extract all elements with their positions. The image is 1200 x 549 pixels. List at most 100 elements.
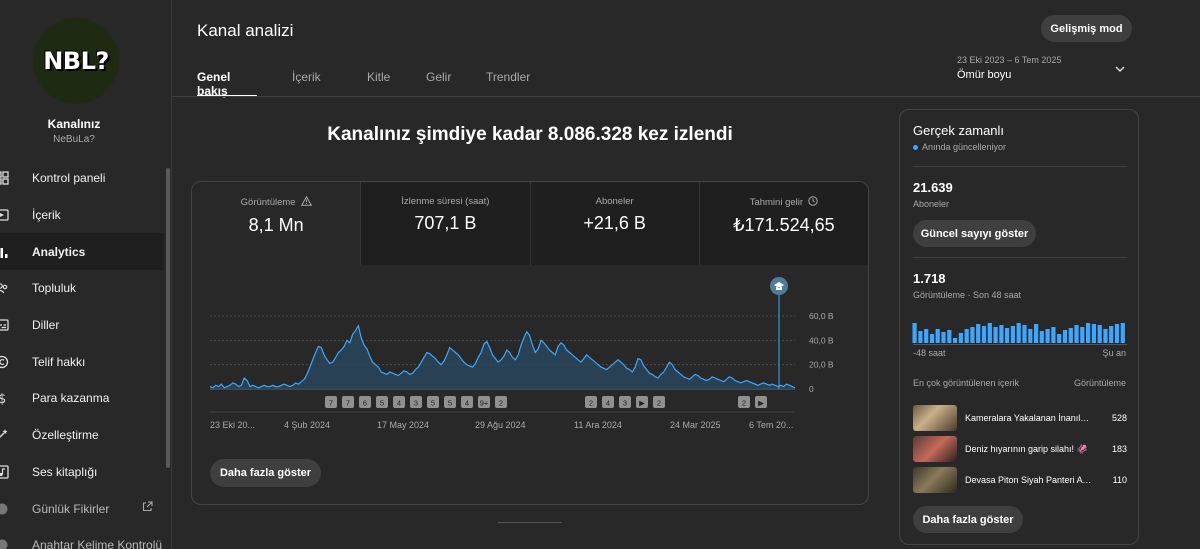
realtime-bar[interactable] (1097, 325, 1102, 343)
realtime-bar[interactable] (1045, 329, 1050, 343)
realtime-bar[interactable] (1016, 323, 1021, 343)
video-thumbnail[interactable] (913, 436, 957, 462)
realtime-bar[interactable] (970, 327, 975, 343)
metric-tab-2[interactable]: Aboneler +21,6 B (529, 182, 699, 265)
realtime-bar[interactable] (935, 329, 940, 343)
realtime-bar[interactable] (1028, 329, 1033, 343)
date-range-label[interactable]: Ömür boyu (957, 69, 1012, 81)
show-live-count-button[interactable]: Güncel sayıyı göster (913, 220, 1036, 247)
video-marker[interactable] (376, 396, 388, 408)
realtime-bar[interactable] (929, 334, 935, 343)
realtime-bar[interactable] (941, 332, 946, 343)
metric-tab-1[interactable]: İzlenme süresi (saat) 707,1 B (360, 182, 530, 265)
views-chart[interactable]: 60,0 B 40,0 B 20,0 B 0 7 7 6 5 4 3 5 5 4 9+ 2 2 4 3 ▶ 2 2 ▶ 23… (192, 265, 869, 451)
realtime-bar[interactable] (987, 323, 992, 343)
sidebar-item-audio-library[interactable]: Ses kitaplığı (0, 454, 164, 491)
chevron-down-icon[interactable] (1113, 62, 1127, 76)
sidebar-scrollbar[interactable] (166, 168, 170, 468)
realtime-bar[interactable] (1120, 323, 1125, 343)
sidebar-item-keyword[interactable]: Anahtar Kelime Kontrolü (0, 527, 164, 549)
video-marker[interactable] (619, 396, 631, 408)
tab-2[interactable]: Kitle (367, 70, 391, 84)
clock-icon[interactable] (808, 196, 818, 209)
realtime-bar[interactable] (1086, 323, 1091, 343)
realtime-bar[interactable] (981, 326, 987, 343)
video-marker[interactable] (359, 396, 371, 408)
video-marker[interactable] (444, 396, 456, 408)
video-title[interactable]: Kameralara Yakalanan İnanılmaz Anlar (965, 413, 1095, 423)
video-marker[interactable] (755, 396, 767, 408)
top-content-item[interactable]: Devasa Piton Siyah Panteri Avlıyor 110 (913, 467, 1127, 493)
sidebar-item-analytics[interactable]: Analytics (0, 233, 164, 271)
realtime-bar[interactable] (1062, 330, 1068, 343)
bar-axis (913, 344, 1127, 345)
realtime-bar[interactable] (1005, 328, 1010, 343)
sidebar-item-copyright[interactable]: Telif hakkı (0, 343, 164, 380)
realtime-bar[interactable] (1034, 324, 1039, 343)
top-content-item[interactable]: Kameralara Yakalanan İnanılmaz Anlar 528 (913, 405, 1127, 431)
realtime-show-more-button[interactable]: Daha fazla göster (913, 506, 1023, 533)
channel-avatar[interactable]: NBL? (33, 18, 119, 104)
sidebar-item-dashboard[interactable]: Kontrol paneli (0, 160, 164, 197)
realtime-bar[interactable] (1074, 325, 1079, 343)
video-marker[interactable] (461, 396, 473, 408)
channel-name[interactable]: Kanalınız (47, 117, 101, 131)
video-marker[interactable] (478, 396, 490, 408)
realtime-bar[interactable] (976, 324, 981, 343)
realtime-bar[interactable] (1091, 324, 1096, 343)
sidebar-item-dollar[interactable]: $ Para kazanma (0, 380, 164, 417)
views-line (209, 324, 796, 389)
top-content-item[interactable]: Deniz hıyarının garip silahı! 🦑 183 (913, 436, 1127, 462)
tab-0[interactable]: Genel bakış (197, 70, 257, 98)
realtime-bar[interactable] (999, 325, 1004, 343)
realtime-bar[interactable] (1039, 331, 1044, 343)
realtime-bar[interactable] (1022, 325, 1027, 343)
realtime-bar[interactable] (918, 331, 923, 343)
realtime-bar[interactable] (1114, 324, 1120, 343)
video-marker[interactable] (585, 396, 597, 408)
video-marker[interactable] (602, 396, 614, 408)
realtime-bar[interactable] (947, 330, 952, 343)
tab-4[interactable]: Trendler (486, 70, 531, 84)
realtime-bar[interactable] (1051, 327, 1056, 343)
realtime-bar[interactable] (912, 323, 917, 343)
sidebar-item-content[interactable]: İçerik (0, 197, 164, 234)
video-marker[interactable] (653, 396, 665, 408)
video-marker[interactable] (427, 396, 439, 408)
realtime-bar[interactable] (1103, 329, 1108, 343)
sidebar-item-ideas[interactable]: Günlük Fikirler (0, 490, 164, 527)
video-marker[interactable] (636, 396, 648, 408)
warning-icon[interactable] (300, 195, 312, 209)
video-title[interactable]: Devasa Piton Siyah Panteri Avlıyor (965, 475, 1095, 485)
realtime-bar[interactable] (1068, 328, 1073, 343)
realtime-bar[interactable] (964, 329, 969, 343)
video-marker[interactable] (495, 396, 507, 408)
sidebar-item-subtitles[interactable]: Diller (0, 307, 164, 344)
metric-tab-0[interactable]: Görüntüleme 8,1 Mn (192, 182, 361, 265)
date-range[interactable]: 23 Eki 2023 – 6 Tem 2025 (957, 55, 1062, 65)
video-marker[interactable] (738, 396, 750, 408)
video-marker[interactable] (342, 396, 354, 408)
show-more-button[interactable]: Daha fazla göster (210, 459, 321, 487)
realtime-bar[interactable] (958, 333, 963, 343)
video-marker[interactable] (410, 396, 422, 408)
realtime-bar[interactable] (953, 338, 958, 343)
sidebar-item-magic-wand[interactable]: Özelleştirme (0, 417, 164, 454)
video-thumbnail[interactable] (913, 467, 957, 493)
video-title[interactable]: Deniz hıyarının garip silahı! 🦑 (965, 443, 1088, 454)
tab-1[interactable]: İçerik (292, 70, 321, 84)
realtime-bar-chart[interactable] (912, 319, 1126, 343)
metric-tab-3[interactable]: Tahmini gelir ₺171.524,65 (698, 182, 868, 265)
realtime-bar[interactable] (924, 329, 929, 343)
realtime-bar[interactable] (1109, 326, 1114, 343)
realtime-bar[interactable] (993, 327, 998, 343)
video-marker[interactable] (393, 396, 405, 408)
realtime-bar[interactable] (1080, 327, 1085, 343)
advanced-mode-button[interactable]: Gelişmiş mod (1041, 15, 1132, 42)
realtime-bar[interactable] (1057, 334, 1062, 343)
sidebar-item-community[interactable]: Topluluk (0, 270, 164, 307)
video-thumbnail[interactable] (913, 405, 957, 431)
video-marker[interactable] (325, 396, 337, 408)
realtime-bar[interactable] (1010, 326, 1015, 343)
tab-3[interactable]: Gelir (426, 70, 452, 84)
